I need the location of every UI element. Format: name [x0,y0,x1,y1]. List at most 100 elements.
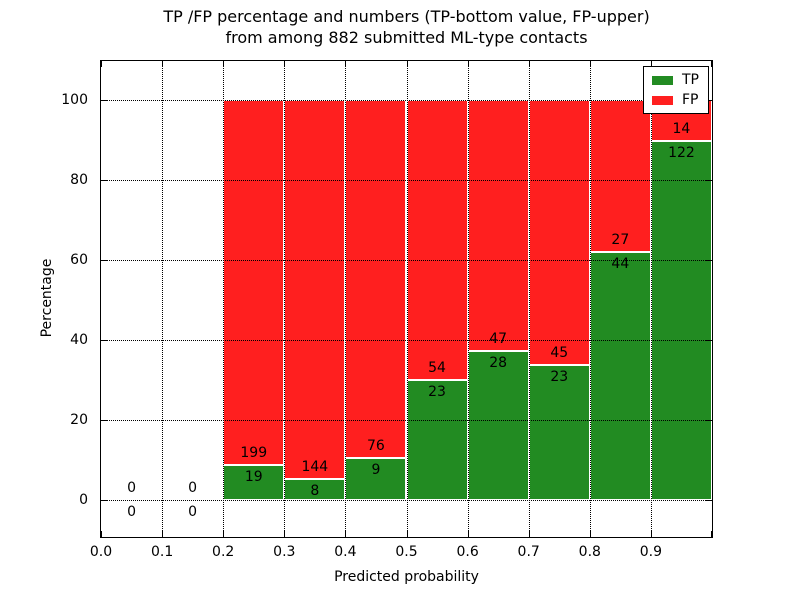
tp-bar-segment [223,464,285,500]
y-tick-label: 0 [79,491,88,508]
x-axis-tick [589,61,591,67]
y-axis-tick [706,499,712,501]
y-tick-label: 80 [70,172,88,189]
x-axis-tick [162,61,164,67]
x-axis-tick [650,61,652,67]
y-axis-label: Percentage [39,258,55,338]
y-tick-label: 100 [61,92,88,109]
x-axis-tick [711,531,712,537]
v-gridline [223,61,225,537]
y-axis-tick [101,260,107,262]
tp-bar-segment [650,141,712,500]
y-tick-label: 60 [70,252,88,269]
tp-bar-segment [528,364,590,500]
y-axis-tick [101,419,107,421]
x-axis-tick [650,531,652,537]
tp-count-label: 0 [188,503,198,520]
x-axis-tick [406,61,408,67]
y-axis-tick [706,339,712,341]
fp-bar-segment [589,100,651,253]
fp-bar-segment [223,100,285,465]
x-tick-label: 0.9 [639,544,663,560]
tp-bar-segment [467,350,529,500]
chart-title: TP /FP percentage and numbers (TP-bottom… [100,6,713,48]
x-tick-label: 0.4 [334,544,357,560]
tp-count-label: 122 [668,145,695,162]
tp-count-label: 23 [550,368,569,385]
y-axis-tick [706,260,712,262]
tp-count-label: 44 [611,256,630,273]
y-tick-label: 20 [70,411,88,428]
fp-bar-segment [345,100,407,458]
fp-bar-segment [406,100,468,381]
y-axis-tick [706,180,712,182]
y-axis-tick [101,180,107,182]
tp-count-label: 8 [310,482,320,499]
y-tick-label: 40 [70,331,88,348]
tp-bar-segment [589,252,651,500]
fp-count-label: 144 [301,458,329,475]
fp-count-label: 199 [240,444,268,461]
x-axis-tick [528,61,530,67]
x-axis-tick [528,531,530,537]
x-tick-label: 0.6 [456,544,479,560]
x-axis-tick [223,61,225,67]
legend-entry: FP [652,93,699,107]
tp-bar-segment [406,380,468,500]
legend-swatch-tp [652,75,673,85]
fp-count-label: 14 [672,121,691,138]
v-gridline [345,61,347,537]
x-axis-tick [284,531,286,537]
x-tick-label: 0.3 [273,544,296,560]
x-axis-tick [101,61,102,67]
fp-count-label: 47 [489,330,508,347]
x-tick-label: 0.1 [150,544,174,560]
x-tick-label: 0.2 [212,544,235,560]
tp-count-label: 0 [127,503,137,520]
x-axis-tick [162,531,164,537]
legend: TP FP [643,66,709,114]
y-axis-tick [101,499,107,501]
fp-count-label: 45 [550,344,569,361]
x-axis-tick [467,61,469,67]
x-axis-tick [284,61,286,67]
x-axis-tick [345,531,347,537]
v-gridline [528,61,530,537]
fp-count-label: 76 [367,437,385,454]
x-tick-label: 0.8 [578,544,601,560]
v-gridline [589,61,591,537]
y-axis-tick [706,100,712,102]
fp-bar-segment [528,100,590,365]
plot-area: 0 0 0 0 199 19 144 8 76 9 54 23 47 28 45 23 27 44 14 122 TP… [100,60,713,538]
x-axis-tick [101,531,102,537]
x-axis-tick [467,531,469,537]
v-gridline [284,61,286,537]
x-axis-label: Predicted probability [334,569,479,585]
v-gridline [650,61,652,537]
v-gridline [467,61,469,537]
v-gridline [162,61,164,537]
tp-count-label: 19 [244,468,263,485]
x-axis-tick [711,61,712,67]
v-gridline [406,61,408,537]
x-axis-tick [345,61,347,67]
legend-swatch-fp [652,95,673,105]
fp-bar-segment [284,100,346,479]
x-axis-tick [589,531,591,537]
tp-count-label: 9 [371,461,381,478]
chart-title-line1: TP /FP percentage and numbers (TP-bottom… [163,7,650,26]
x-axis-tick [223,531,225,537]
legend-entry: TP [652,73,699,87]
x-tick-label: 0.5 [395,544,418,560]
tp-count-label: 28 [489,354,508,371]
fp-count-label: 0 [188,479,198,496]
y-axis-tick [706,419,712,421]
fp-count-label: 0 [127,479,137,496]
x-axis-tick [406,531,408,537]
y-axis-tick [101,339,107,341]
chart-title-line2: from among 882 submitted ML-type contact… [225,28,588,47]
fp-count-label: 54 [428,360,446,377]
tp-count-label: 23 [428,384,446,401]
fp-bar-segment [467,100,529,351]
